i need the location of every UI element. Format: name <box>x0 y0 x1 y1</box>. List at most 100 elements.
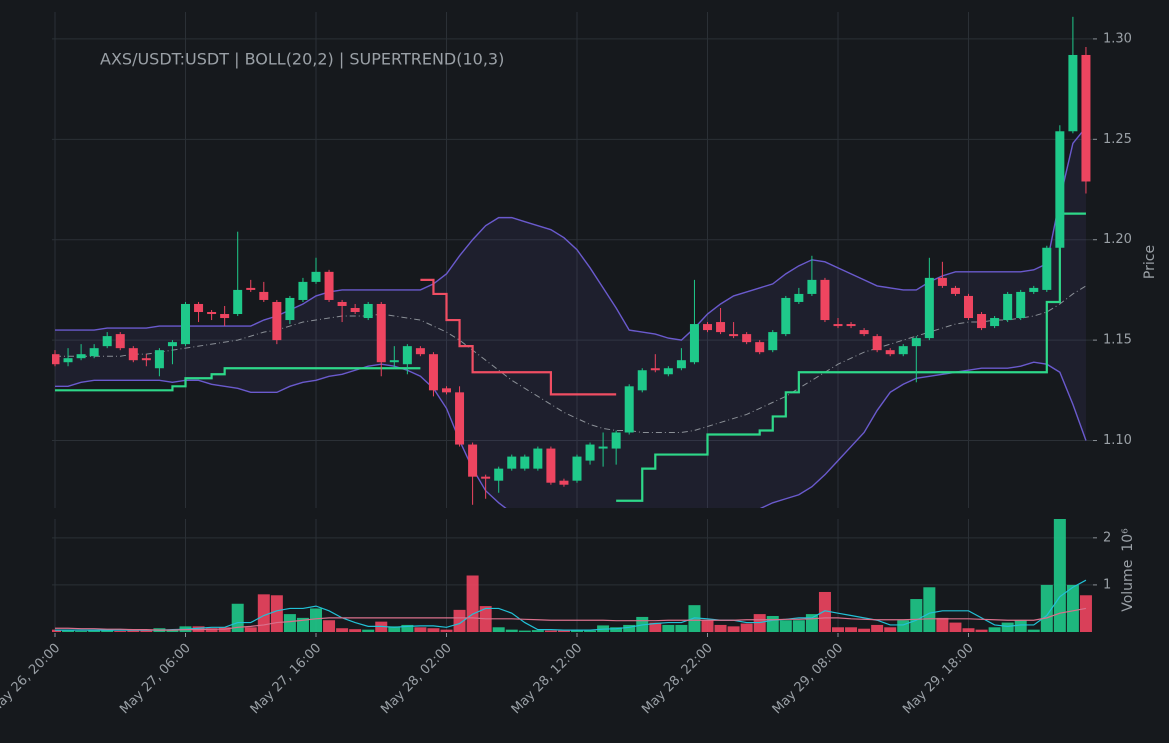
volume-bar <box>1053 519 1066 632</box>
volume-bar <box>75 631 88 632</box>
x-tick-label: May 27, 16:00 <box>248 641 325 718</box>
volume-bar <box>101 630 114 632</box>
volume-label: Volume <box>1120 560 1136 612</box>
volume-bar <box>205 628 218 632</box>
volume-bar <box>401 624 414 632</box>
candle-body <box>207 312 217 315</box>
candle-body <box>1068 54 1078 132</box>
y-tick-label: 1.15 <box>1103 333 1132 348</box>
volume-bar <box>62 630 75 632</box>
candle-body <box>703 324 712 331</box>
candle-body <box>768 332 778 351</box>
candle-body <box>428 354 438 391</box>
candle-body <box>1016 291 1026 319</box>
volume-bar <box>649 622 662 632</box>
volume-bar <box>610 627 623 632</box>
volume-ma-line <box>55 579 1087 631</box>
price-panel <box>52 16 1091 508</box>
volume-bar <box>466 575 479 632</box>
candle-body <box>337 301 347 306</box>
candle-body <box>794 293 804 302</box>
candle-body <box>455 392 465 445</box>
candle-body <box>898 346 908 355</box>
volume-bar <box>1001 622 1014 632</box>
candle-body <box>481 476 491 479</box>
y-tick-label: 1.20 <box>1103 232 1132 247</box>
volume-bar <box>727 626 740 632</box>
volume-bar <box>244 627 257 632</box>
grid-layer <box>52 12 1093 632</box>
candle-body <box>1055 131 1065 248</box>
volume-bar <box>270 595 283 632</box>
candle-body <box>559 480 569 485</box>
candle-body <box>846 324 856 327</box>
volume-bar <box>740 623 753 632</box>
candle-body <box>872 336 882 351</box>
volume-bar <box>805 614 818 632</box>
indicator-line <box>55 126 1087 341</box>
candle-body <box>520 456 530 469</box>
volume-bar <box>688 605 701 632</box>
x-tick-label: May 28, 02:00 <box>378 641 455 718</box>
candle-body <box>311 271 321 282</box>
candle-body <box>141 358 151 361</box>
volume-bar <box>518 630 531 632</box>
volume-bar <box>949 622 962 632</box>
volume-axis-label: Volume 10⁶ <box>1120 528 1136 612</box>
candle-body <box>859 330 869 335</box>
volume-bar <box>962 628 975 632</box>
candle-body <box>911 338 921 347</box>
volume-bar <box>362 629 375 632</box>
candle-body <box>363 303 373 319</box>
volume-bar <box>440 629 453 632</box>
volume-bar <box>166 629 179 632</box>
volume-bar <box>975 629 988 632</box>
volume-bar <box>766 615 779 632</box>
candle-body <box>350 307 360 313</box>
candle-body <box>820 279 830 321</box>
volume-bar <box>584 630 597 632</box>
candle-body <box>194 303 204 313</box>
candle-body <box>468 444 478 477</box>
volume-bar <box>557 630 570 632</box>
x-tick-label: May 29, 08:00 <box>770 641 847 718</box>
volume-bar <box>323 620 336 632</box>
volume-panel <box>52 519 1092 632</box>
volume-bar <box>257 594 270 632</box>
candle-body <box>494 468 504 481</box>
candle-body <box>89 348 99 357</box>
volume-bar <box>296 617 309 632</box>
volume-bar <box>832 627 844 632</box>
candle-body <box>781 297 791 335</box>
candle-body <box>52 354 60 365</box>
volume-bar <box>988 627 1001 632</box>
candle-body <box>885 350 895 355</box>
candle-body <box>389 360 399 363</box>
candle-body <box>755 342 765 353</box>
candle-body <box>415 348 425 355</box>
volume-bar <box>427 628 440 632</box>
y-axis-label: Price <box>1142 245 1158 279</box>
candle-body <box>833 324 843 327</box>
volume-bar <box>1040 584 1053 632</box>
volume-bar <box>623 624 636 632</box>
candle-body <box>376 303 386 363</box>
candle-body <box>937 277 947 286</box>
volume-bar <box>818 591 831 632</box>
candle-body <box>272 301 282 341</box>
x-tick-label: May 26, 20:00 <box>0 641 63 718</box>
y-tick-label: 1.30 <box>1103 31 1132 46</box>
volume-bar <box>923 587 936 632</box>
y-tick-label: 1.25 <box>1103 132 1132 147</box>
volume-bar <box>1066 584 1079 632</box>
candle-body <box>977 314 987 329</box>
volume-bar <box>52 629 61 632</box>
volume-bar <box>544 630 557 632</box>
candle-body <box>598 446 608 449</box>
volume-bar <box>910 599 923 632</box>
candle-body <box>572 456 582 481</box>
candle-body <box>115 334 125 349</box>
candle-body <box>259 291 269 300</box>
candle-body <box>1003 293 1013 321</box>
